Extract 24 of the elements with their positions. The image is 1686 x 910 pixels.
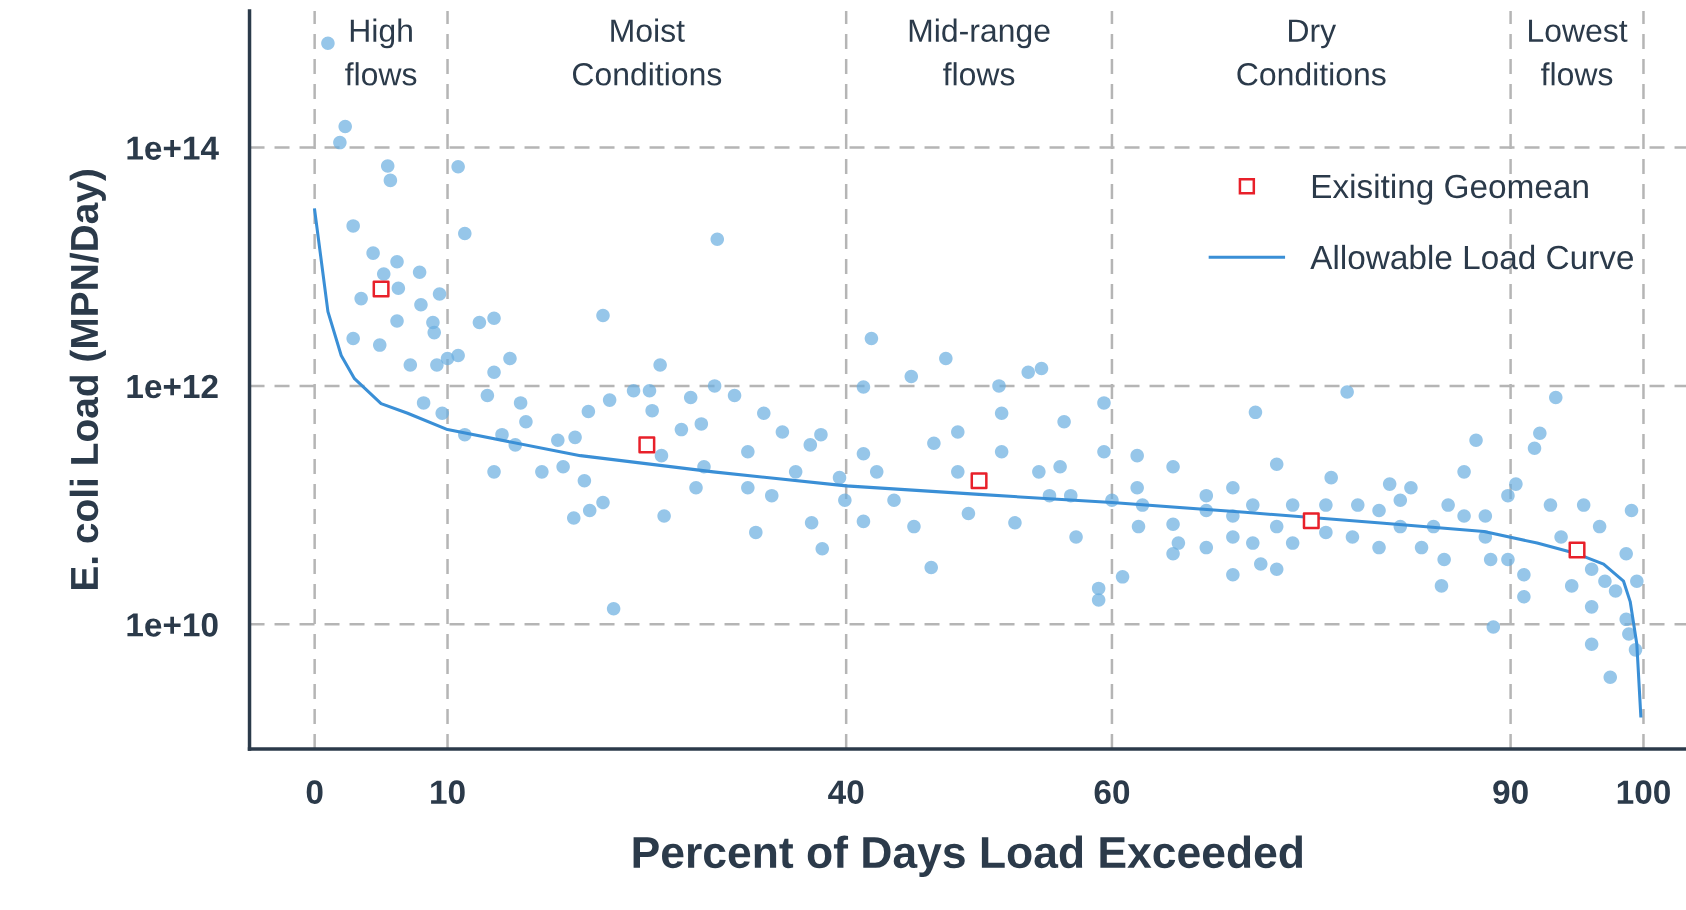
point (372, 280, 390, 298)
x-tick-label: 90 (1493, 780, 1528, 804)
y-tick-label: 1e+14 (127, 136, 219, 160)
annotation: High flows (345, 18, 417, 86)
x-tick-label: 100 (1617, 780, 1670, 804)
y-tick-label: 1e+10 (127, 613, 218, 637)
x-tick-label: 0 (306, 780, 323, 804)
x-tick-label: 10 (431, 780, 465, 804)
y-tick-label: 1e+12 (127, 374, 218, 399)
legend-label: Allowable Load Curve (1310, 244, 1633, 270)
annotation: Moist Conditions (573, 18, 722, 86)
x-tick-label: 40 (828, 780, 864, 804)
point (638, 436, 656, 454)
point (1568, 541, 1586, 559)
point (1302, 512, 1320, 530)
y-axis-title: E. coli Load (MPN/Day) (69, 170, 106, 590)
annotation: Mid-range flows (909, 18, 1050, 86)
point (970, 472, 988, 490)
annotation: Lowest flows (1529, 19, 1628, 86)
annotation: Dry Conditions (1237, 19, 1386, 86)
line-series (313, 208, 1643, 718)
legend-label: Exisiting Geomean (1312, 173, 1588, 205)
x-tick-label: 60 (1094, 780, 1130, 804)
x-axis-title: Percent of Days Load Exceeded (633, 835, 1303, 877)
